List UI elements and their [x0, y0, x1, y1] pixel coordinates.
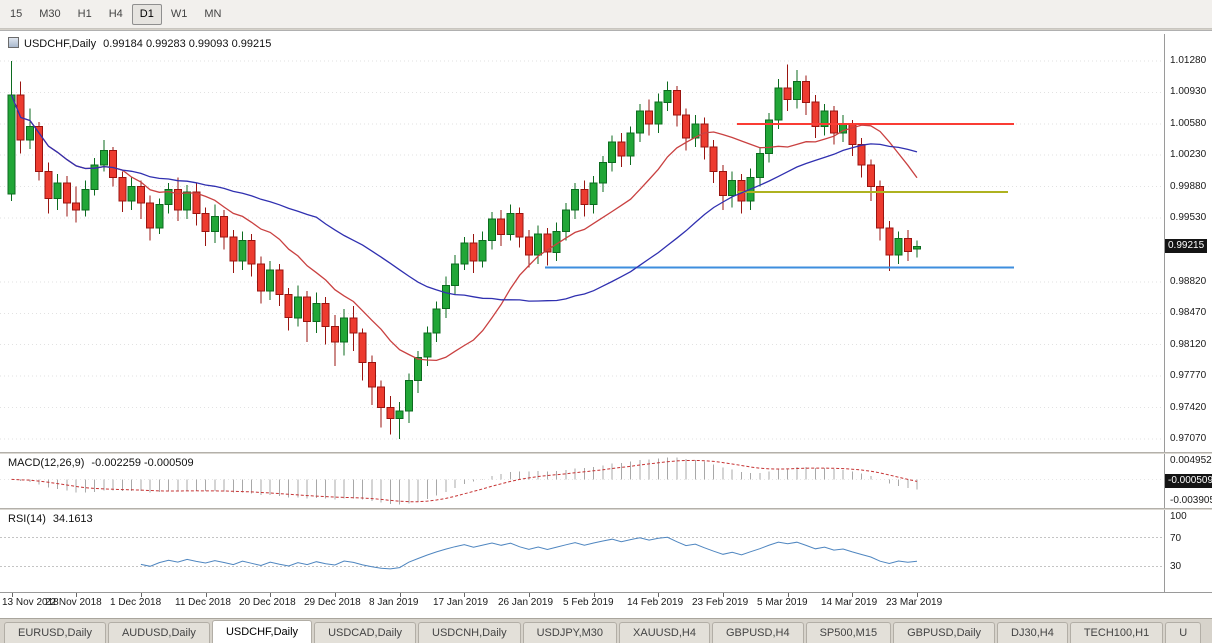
chart-tab-usdchf-daily[interactable]: USDCHF,Daily — [211, 620, 313, 643]
timeframe-15[interactable]: 15 — [2, 4, 30, 25]
chart-icon — [8, 37, 19, 48]
chart-tab-audusd-daily[interactable]: AUDUSD,Daily — [107, 622, 210, 643]
chart-tab-eurusd-daily[interactable]: EURUSD,Daily — [4, 622, 106, 643]
date-axis-tick — [335, 593, 336, 597]
date-axis-label: 26 Jan 2019 — [498, 597, 554, 608]
candles — [7, 60, 921, 439]
chart-tab-sp500-m15[interactable]: SP500,M15 — [805, 622, 892, 643]
price-axis-label: 1.00930 — [1170, 86, 1207, 98]
rsi-axis-label: 30 — [1170, 561, 1182, 573]
chart-symbol-label: USDCHF,Daily — [24, 38, 97, 50]
date-axis-tick — [658, 593, 659, 597]
timeframe-h1[interactable]: H1 — [70, 4, 100, 25]
ma-fast-line — [10, 94, 918, 362]
chart-tab-xauusd-h4[interactable]: XAUUSD,H4 — [619, 622, 710, 643]
price-axis-label: 0.99880 — [1170, 180, 1207, 192]
chart-tab-usdcad-daily[interactable]: USDCAD,Daily — [314, 622, 417, 643]
date-axis-separator — [0, 592, 1212, 593]
timeframe-m30[interactable]: M30 — [31, 4, 68, 25]
current-price-badge: 0.99215 — [1165, 239, 1208, 254]
date-axis-tick — [594, 593, 595, 597]
chart-title: USDCHF,Daily 0.99184 0.99283 0.99093 0.99… — [8, 37, 271, 50]
rsi-value: 34.1613 — [52, 513, 93, 525]
price-axis-label: 0.98120 — [1170, 338, 1207, 350]
price-axis-label: 0.99530 — [1170, 212, 1207, 224]
price-axis-label: 1.00230 — [1170, 149, 1207, 161]
macd-title: MACD(12,26,9) -0.002259 -0.000509 — [8, 457, 194, 469]
date-axis-label: 22 Nov 2018 — [45, 597, 102, 608]
date-axis-label: 14 Feb 2019 — [627, 597, 684, 608]
macd-signal-line — [11, 459, 918, 503]
chart-window: USDCHF,Daily 0.99184 0.99283 0.99093 0.99… — [0, 30, 1212, 618]
macd-pane[interactable] — [0, 454, 1164, 508]
date-axis-tick — [12, 593, 13, 597]
price-axis-label: 0.97770 — [1170, 370, 1207, 382]
date-axis-tick — [206, 593, 207, 597]
chart-tab-gbpusd-h4[interactable]: GBPUSD,H4 — [712, 622, 804, 643]
price-axis-label: 1.00580 — [1170, 117, 1207, 129]
price-axis-separator — [1164, 34, 1165, 593]
chart-tab-usdjpy-m30[interactable]: USDJPY,M30 — [522, 622, 618, 643]
price-axis-label: 1.01280 — [1170, 54, 1207, 66]
date-axis-tick — [464, 593, 465, 597]
date-axis-label: 8 Jan 2019 — [369, 597, 419, 608]
macd-histogram — [20, 457, 918, 505]
date-axis-tick — [852, 593, 853, 597]
chart-tab-gbpusd-daily[interactable]: GBPUSD,Daily — [893, 622, 996, 643]
macd-current-value-badge: -0.000509 — [1165, 474, 1212, 489]
macd-label: MACD(12,26,9) — [8, 457, 85, 469]
timeframe-toolbar: 15 M30 H1 H4 D1 W1 MN — [0, 0, 1212, 29]
macd-values: -0.002259 -0.000509 — [91, 457, 194, 469]
ma-slow-line — [10, 94, 918, 302]
date-axis-label: 13 Nov 2018 — [2, 597, 59, 608]
timeframe-d1[interactable]: D1 — [131, 3, 162, 25]
rsi-axis-label: 100 — [1170, 511, 1187, 522]
timeframe-w1[interactable]: W1 — [163, 4, 196, 25]
price-chart-pane[interactable] — [0, 34, 1164, 452]
rsi-pane[interactable] — [0, 510, 1164, 592]
rsi-line — [140, 536, 918, 570]
date-axis-label: 1 Dec 2018 — [110, 597, 162, 608]
price-axis-label: 0.98820 — [1170, 275, 1207, 287]
chart-tab-dj30-h4[interactable]: DJ30,H4 — [997, 622, 1068, 643]
rsi-label: RSI(14) — [8, 513, 46, 525]
date-axis-label: 5 Mar 2019 — [757, 597, 808, 608]
date-axis-label: 23 Feb 2019 — [692, 597, 749, 608]
date-axis-label: 11 Dec 2018 — [175, 597, 231, 608]
price-gridlines — [0, 60, 1164, 440]
chart-tab-bar: EURUSD,Daily AUDUSD,Daily USDCHF,Daily USDC… — [0, 618, 1212, 643]
chart-tab-tech100-h1[interactable]: TECH100,H1 — [1069, 622, 1164, 643]
date-axis-tick — [917, 593, 918, 597]
date-axis-label: 23 Mar 2019 — [886, 597, 943, 608]
date-axis-tick — [723, 593, 724, 597]
price-axis-label: 0.98470 — [1170, 307, 1207, 319]
price-axis-label: 0.97420 — [1170, 401, 1207, 413]
date-axis-label: 5 Feb 2019 — [563, 597, 614, 608]
timeframe-h4[interactable]: H4 — [101, 4, 131, 25]
price-axis-label: 0.97070 — [1170, 432, 1207, 444]
pane-resize-handle-macd[interactable] — [0, 452, 1212, 454]
date-axis-label: 20 Dec 2018 — [239, 597, 296, 608]
date-axis-tick — [788, 593, 789, 597]
pane-resize-handle-rsi[interactable] — [0, 508, 1212, 510]
date-axis-tick — [76, 593, 77, 597]
rsi-title: RSI(14) 34.1613 — [8, 513, 93, 525]
macd-axis-max-label: 0.004952 — [1170, 455, 1212, 466]
chart-tab-u[interactable]: U — [1165, 622, 1202, 643]
date-axis-label: 14 Mar 2019 — [821, 597, 878, 608]
chart-tab-usdcnh-daily[interactable]: USDCNH,Daily — [418, 622, 521, 643]
macd-axis-min-label: -0.003905 — [1170, 495, 1212, 506]
timeframe-mn[interactable]: MN — [196, 4, 229, 25]
date-axis-tick — [141, 593, 142, 597]
date-axis-label: 29 Dec 2018 — [304, 597, 361, 608]
rsi-axis-label: 70 — [1170, 532, 1182, 544]
date-axis-tick — [270, 593, 271, 597]
date-axis-tick — [400, 593, 401, 597]
chart-ohlc-values: 0.99184 0.99283 0.99093 0.99215 — [103, 38, 272, 50]
date-axis-tick — [529, 593, 530, 597]
date-axis-label: 17 Jan 2019 — [433, 597, 489, 608]
